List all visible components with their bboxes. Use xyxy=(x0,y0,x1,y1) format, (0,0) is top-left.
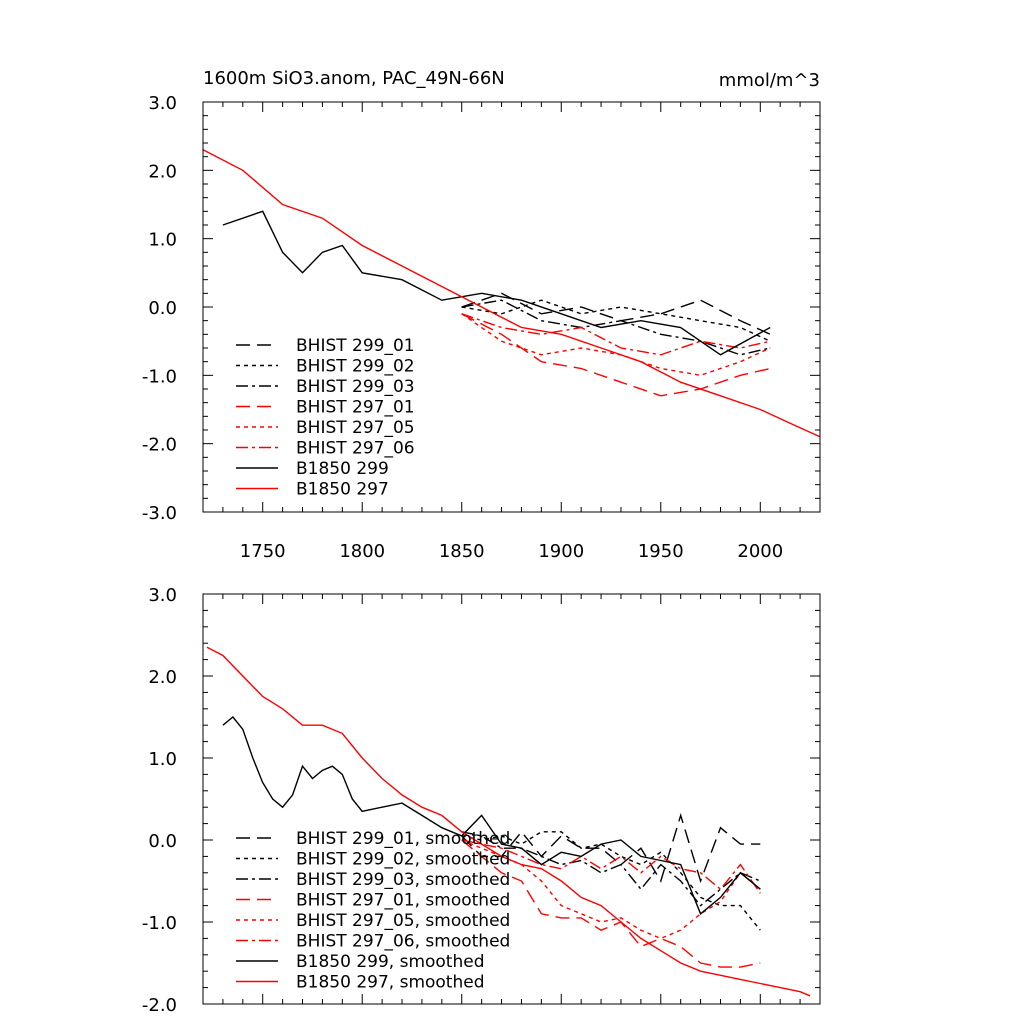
y-tick-label: 1.0 xyxy=(148,749,177,770)
top-panel-frame xyxy=(202,101,821,513)
series-line-b1850-297-smoothed xyxy=(206,646,811,997)
legend-label: BHIST 299_03, smoothed xyxy=(296,870,510,890)
y-tick-label: -3.0 xyxy=(142,503,177,524)
y-tick-label: -2.0 xyxy=(142,435,177,456)
y-tick-label: -2.0 xyxy=(142,995,177,1016)
series-line-bhist-297-05-smoothed xyxy=(461,839,761,940)
y-tick-label: 2.0 xyxy=(148,667,177,688)
bottom-panel-frame xyxy=(202,593,821,1005)
x-tick-label: 2000 xyxy=(737,541,783,562)
legend-label: B1850 297 xyxy=(296,480,389,500)
legend-label: BHIST 299_01 xyxy=(296,336,415,356)
series-line-bhist-297-01 xyxy=(461,313,771,397)
series-line-bhist-299-03 xyxy=(461,299,771,356)
x-tick-label: 1850 xyxy=(439,541,485,562)
y-tick-label: 3.0 xyxy=(148,585,177,606)
bottom-panel-series xyxy=(206,646,811,997)
series-line-bhist-297-06-smoothed xyxy=(461,839,761,894)
y-tick-label: -1.0 xyxy=(142,366,177,387)
legend-label: BHIST 299_03 xyxy=(296,377,415,397)
y-tick-label: 1.0 xyxy=(148,230,177,251)
series-line-bhist-299-02-smoothed xyxy=(461,831,761,931)
y-tick-label: -1.0 xyxy=(142,913,177,934)
legend-label: BHIST 299_02, smoothed xyxy=(296,850,510,870)
x-tick-label: 1900 xyxy=(538,541,584,562)
top-panel-units: mmol/m^3 xyxy=(719,70,820,91)
x-tick-label: 1800 xyxy=(339,541,385,562)
legend-label: B1850 299 xyxy=(296,459,389,479)
bottom-panel: 3.0 2.0 1.0 0.0 -1.0 -2.0 BHIST 299_01, smoot… xyxy=(142,585,821,1016)
series-line-bhist-299-03-smoothed xyxy=(461,831,761,907)
legend-label: BHIST 297_01, smoothed xyxy=(296,891,510,911)
x-tick-label: 1950 xyxy=(638,541,684,562)
series-line-bhist-297-05 xyxy=(461,313,771,377)
legend-label: BHIST 299_01, smoothed xyxy=(296,829,510,849)
y-tick-label: 3.0 xyxy=(148,93,177,114)
legend-label: BHIST 297_05, smoothed xyxy=(296,911,510,931)
series-line-bhist-297-06 xyxy=(461,313,771,356)
legend-label: BHIST 297_01 xyxy=(296,398,415,418)
series-line-bhist-299-02 xyxy=(461,299,771,342)
series-line-b1850-299 xyxy=(222,210,771,356)
legend-label: BHIST 297_06, smoothed xyxy=(296,932,510,952)
legend-label: BHIST 299_02 xyxy=(296,357,415,377)
series-line-bhist-297-01-smoothed xyxy=(461,839,761,968)
top-panel-series xyxy=(202,149,821,438)
legend-label: B1850 299, smoothed xyxy=(296,952,485,972)
legend-label: BHIST 297_06 xyxy=(296,439,415,459)
y-tick-label: 0.0 xyxy=(148,831,177,852)
series-line-bhist-299-01-smoothed xyxy=(461,812,761,884)
top-panel-title: 1600m SiO3.anom, PAC_49N-66N xyxy=(203,68,505,89)
x-tick-label: 1750 xyxy=(240,541,286,562)
series-line-b1850-299-smoothed xyxy=(222,716,761,915)
legend-label: B1850 297, smoothed xyxy=(296,973,485,993)
series-line-b1850-297 xyxy=(202,149,821,438)
top-panel: 1600m SiO3.anom, PAC_49N-66N mmol/m^3 3.… xyxy=(142,68,821,562)
y-tick-label: 0.0 xyxy=(148,298,177,319)
top-panel-axes: 3.0 2.0 1.0 0.0 -1.0 -2.0 -3.0 1750 1800 1850 1900… xyxy=(142,93,821,562)
y-tick-label: 2.0 xyxy=(148,161,177,182)
legend-label: BHIST 297_05 xyxy=(296,418,415,438)
